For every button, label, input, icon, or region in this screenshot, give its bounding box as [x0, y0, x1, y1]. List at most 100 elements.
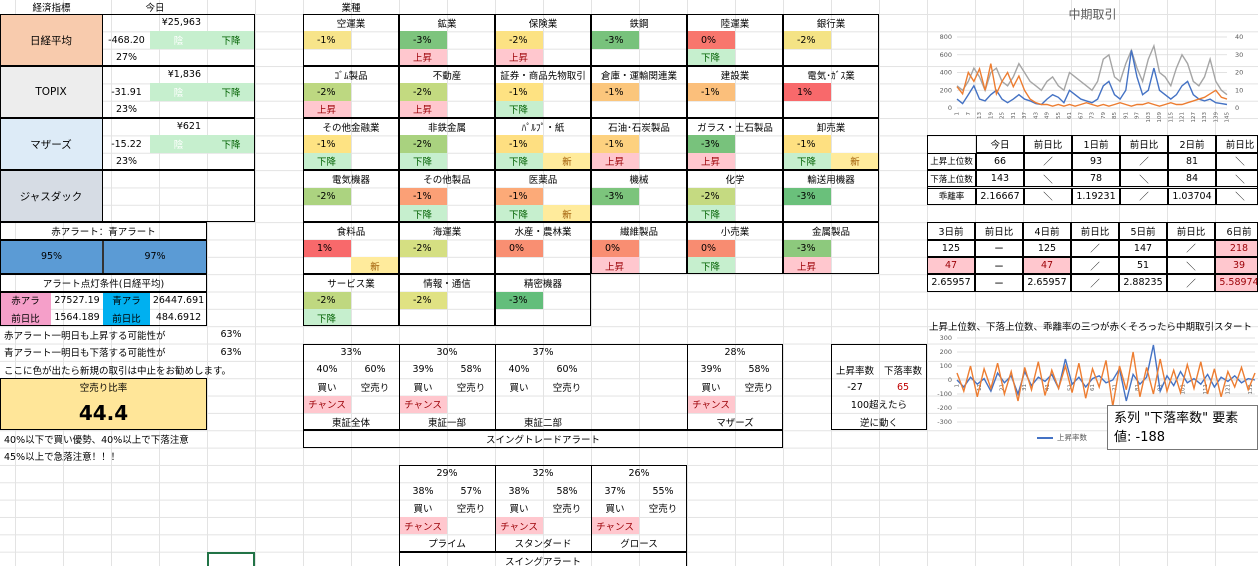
table-header: 前日比: [1024, 135, 1072, 153]
swing-title: スイングトレードアラート: [485, 435, 600, 447]
selected-cell: [207, 551, 255, 566]
x-tick-label: 13: [977, 112, 983, 119]
up-rate-label: 上昇率数: [835, 365, 874, 377]
table-header: 5日前: [1119, 222, 1167, 240]
sector-box: [591, 170, 687, 223]
sector-change: -1%: [495, 135, 543, 153]
y2-tick-label: 30: [1235, 51, 1243, 59]
swing-total: 26%: [628, 468, 650, 480]
divider: [495, 465, 496, 552]
sector-box: [303, 118, 399, 171]
sector-box: [495, 222, 591, 275]
buy-label: 買い: [605, 504, 625, 516]
table-header: 前日比: [1071, 222, 1119, 240]
sector-name: 石油･石炭製品: [608, 122, 670, 134]
blue-alert: 97%: [103, 239, 207, 275]
sector-change: -3%: [591, 187, 639, 205]
index-change: -468.20: [108, 34, 145, 46]
divider: [687, 343, 688, 431]
short-ratio-note: 45%以上で急落注意！！！: [4, 452, 121, 464]
swing-total: 30%: [436, 346, 458, 358]
swing-total: 29%: [436, 468, 458, 480]
sector-name: 繊維製品: [619, 226, 658, 238]
y-tick-label: -100: [937, 390, 952, 398]
sector-box: [783, 170, 879, 223]
chance: チャンス: [687, 395, 735, 414]
sector-signal: 下降: [687, 256, 735, 275]
buy-ratio: 38%: [412, 485, 434, 497]
table-cell: 2.88235: [1119, 274, 1167, 292]
series-line: [956, 351, 1256, 407]
short-ratio: 58%: [748, 364, 770, 376]
table-cell: 78: [1072, 170, 1120, 188]
table-cell: 218: [1215, 239, 1258, 257]
red-label: 赤アラ: [0, 291, 51, 309]
trend: 下降: [207, 135, 255, 153]
sector-header: 業種: [341, 3, 361, 14]
table-cell: 93: [1072, 152, 1120, 171]
sector-change: -2%: [399, 291, 447, 309]
sector-name: その他製品: [423, 174, 471, 186]
series-line: [956, 344, 1256, 402]
y-tick-label: 100: [940, 362, 952, 370]
blue-value: 26447.691: [152, 294, 205, 306]
y-tick-label: 400: [940, 69, 952, 77]
x-tick-label: 91: [1158, 384, 1164, 391]
ratio: 23%: [115, 155, 138, 167]
chance: チャンス: [591, 517, 639, 535]
header: 今日: [145, 3, 165, 14]
table-header: 前日比: [975, 222, 1023, 240]
table-header: 6日前: [1215, 222, 1258, 240]
x-tick-label: 109: [1157, 112, 1163, 123]
x-tick-label: 97: [1135, 112, 1141, 119]
blue-change: 484.6912: [155, 312, 202, 324]
x-tick-label: 127: [1191, 112, 1197, 123]
index-name: マザーズ: [0, 118, 103, 171]
alert-probability: 63%: [220, 346, 242, 358]
table-cell: 125: [1023, 239, 1071, 257]
sector-box: [495, 14, 591, 67]
sector-change: 0%: [495, 239, 543, 257]
sector-change: -3%: [783, 239, 831, 257]
index-price: ¥621: [176, 121, 201, 133]
rate-note: 100超えたら: [850, 400, 908, 412]
red-value: 27527.19: [54, 294, 100, 306]
chance: チャンス: [303, 395, 351, 414]
sector-name: 建設業: [720, 70, 750, 82]
sector-box: [783, 66, 879, 119]
sector-new: 新: [543, 204, 591, 223]
index-price: ¥1,836: [167, 69, 201, 81]
table-cell: 81: [1168, 152, 1216, 171]
x-tick-label: 55: [1056, 112, 1062, 119]
header: 経済指標: [32, 3, 71, 14]
table-cell: 2.16667: [976, 187, 1024, 205]
x-tick-label: 43: [1033, 112, 1039, 119]
sector-signal: 上昇: [303, 100, 351, 119]
swing-total: 33%: [340, 346, 362, 358]
sector-change: -1%: [303, 135, 351, 153]
y-tick-label: 800: [940, 33, 952, 41]
sector-signal: 上昇: [783, 256, 831, 275]
short-ratio-title: 空売り比率: [0, 378, 207, 396]
table-cell: ＼: [1216, 152, 1258, 171]
series-line: [956, 63, 1228, 107]
short-label: 空売り: [456, 504, 486, 516]
buy-label: 買い: [509, 504, 529, 516]
table-cell: ／: [1120, 152, 1168, 171]
y-tick-label: 0: [948, 104, 952, 112]
table-header: 3日前: [927, 222, 975, 240]
table-cell: 2.65957: [1023, 274, 1071, 292]
table-header: 2日前: [1168, 135, 1216, 153]
table-cell: 84: [1168, 170, 1216, 188]
sector-signal: 下降: [303, 308, 351, 327]
swing-total: 28%: [724, 346, 746, 358]
sector-new: 新: [831, 152, 879, 171]
sector-change: -2%: [303, 291, 351, 309]
sector-name: 化学: [725, 174, 745, 186]
sector-change: 0%: [687, 31, 735, 49]
chance: チャンス: [399, 395, 447, 414]
alert-title: 赤アラート：青アラート: [51, 226, 156, 238]
sector-name: 証券・商品先物取引: [500, 70, 586, 82]
table-cell: 1.03704: [1168, 187, 1216, 205]
market-name: 東証全体: [331, 417, 370, 429]
